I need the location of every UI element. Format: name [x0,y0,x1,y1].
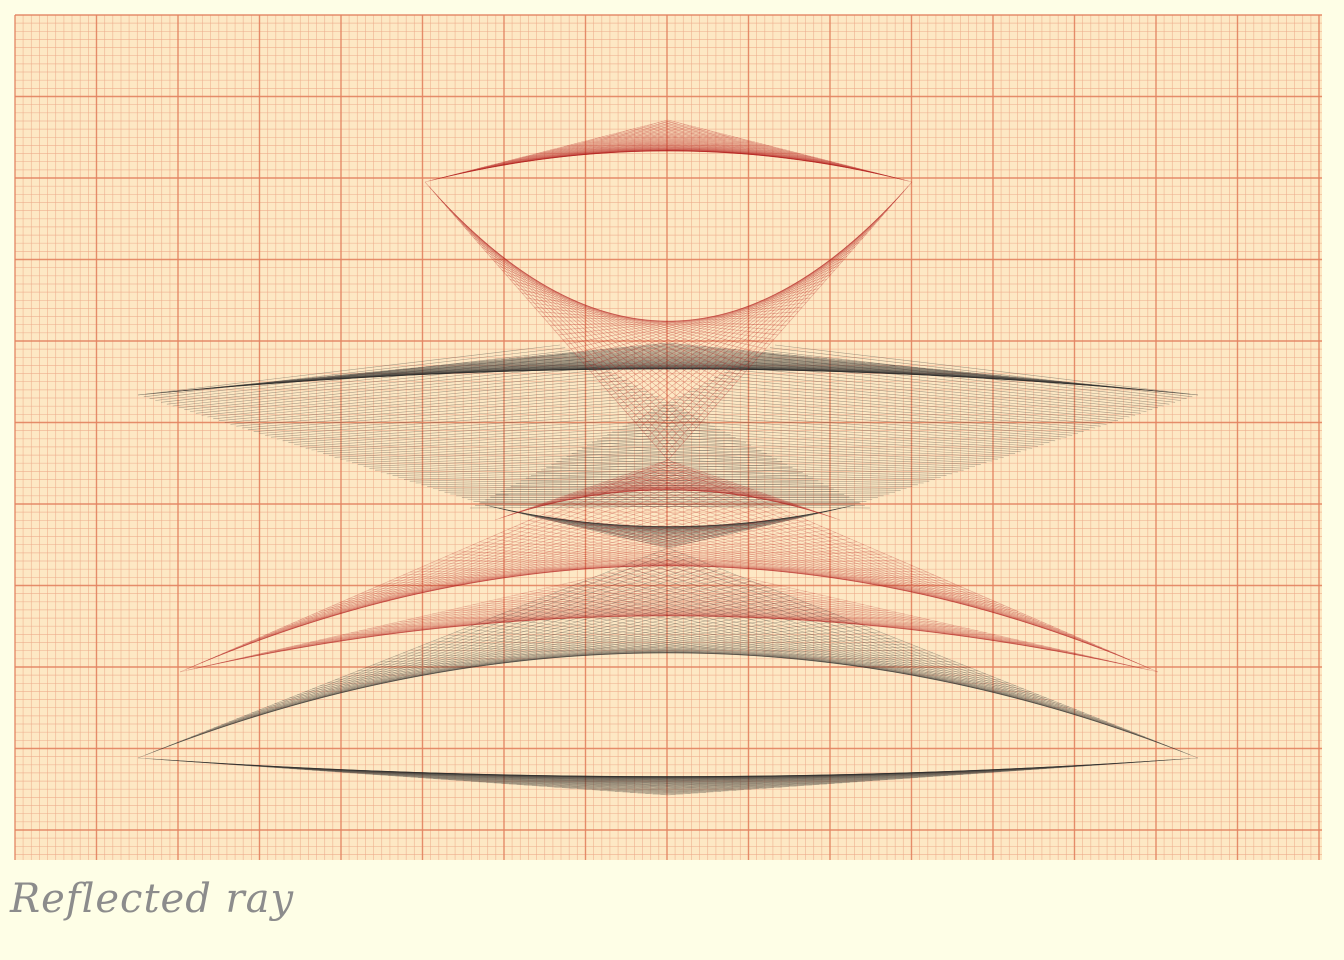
grid-fine-lines [15,15,1322,860]
graph-paper [15,15,1322,860]
caption-title: Reflected ray [10,876,295,922]
reflected-ray-fan-dark [137,342,1199,796]
reflected-ray-fan-red [179,119,1159,673]
grid-major-lines [14,14,1322,860]
